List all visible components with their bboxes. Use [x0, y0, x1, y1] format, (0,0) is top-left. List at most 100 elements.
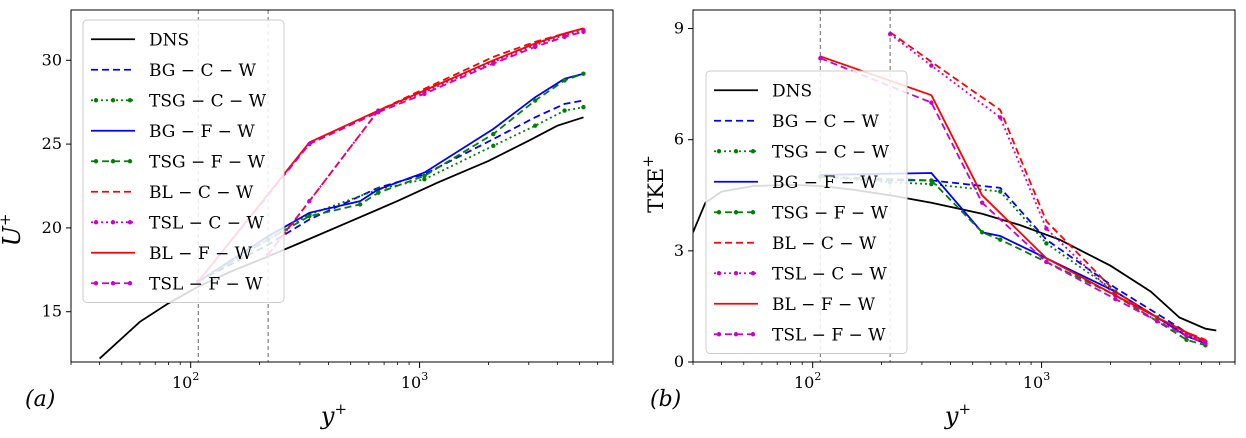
- panel-a-legend-marker-8: [93, 281, 99, 286]
- panel-a-legend-label-8: TSL − F − W: [149, 274, 263, 294]
- panel-b-legend-label-8: TSL − F − W: [772, 325, 886, 345]
- panel-a-series-line-7: [197, 27, 584, 283]
- panel-b-series-point-8: [1154, 319, 1160, 324]
- panel-b-series-point-2: [1044, 241, 1049, 246]
- panel-a-series-point-8: [581, 29, 586, 34]
- panel-a-xtick-label: 102: [172, 370, 199, 392]
- panel-a-legend-marker-4: [93, 159, 99, 164]
- panel-b-xtick-label: 103: [1023, 370, 1050, 392]
- panel-b-legend-marker-8: [716, 332, 722, 337]
- panel-a-legend-marker-8: [110, 281, 116, 286]
- panel-b-legend-marker-2: [750, 149, 756, 154]
- panel-a: 15 20 25 30 102 103 DNS BG − C − W TSG − C − W B…: [0, 9, 614, 430]
- panel-b-series-line-8: [819, 57, 1206, 345]
- panel-a-series-point-4: [422, 173, 427, 179]
- panel-b-legend-label-6: TSL − C − W: [772, 264, 887, 284]
- panel-a-series-point-8: [491, 61, 496, 66]
- panel-a-legend-label-7: BL − F − W: [149, 244, 253, 264]
- panel-a-legend-marker-4: [110, 159, 116, 164]
- panel-a-legend-label-3: BG − F − W: [149, 122, 255, 142]
- panel-a-series-point-2: [532, 123, 538, 128]
- panel-a-legend-marker-8: [127, 281, 133, 286]
- panel-b-series-point-2: [929, 181, 934, 187]
- panel-a-series-line-3: [197, 72, 584, 283]
- panel-a-ticks: 15 20 25 30 102 103: [42, 50, 614, 392]
- panel-a-series-line-6: [267, 29, 584, 256]
- panel-b-legend-marker-2: [733, 149, 739, 154]
- panel-b-series-point-6: [1044, 226, 1049, 231]
- panel-b-series-point-8: [1184, 333, 1189, 339]
- panel-b-series-point-8: [929, 100, 934, 105]
- panel-b-ytick-label: 3: [674, 241, 684, 260]
- panel-a-series-point-2: [581, 105, 586, 110]
- panel-b-legend-marker-6: [750, 271, 756, 276]
- panel-a-ytick-label: 30: [42, 50, 62, 69]
- panel-b-series-point-4: [1184, 337, 1189, 342]
- panel-b-legend-label-3: BG − F − W: [772, 173, 878, 193]
- panel-a-series-point-4: [307, 213, 312, 219]
- panel-a-xlabel: y+: [320, 400, 347, 430]
- panel-b-legend-label-7: BL − F − W: [772, 295, 876, 315]
- panel-b-series-point-6: [998, 115, 1003, 120]
- panel-a-series-line-1: [197, 99, 584, 283]
- panel-b-series-line-5: [889, 31, 1206, 341]
- panel-b-legend-label-4: TSG − F − W: [772, 203, 888, 223]
- panel-b-series-point-6: [929, 63, 934, 68]
- panel-a-series-point-4: [357, 202, 363, 207]
- panel-b-ticks: 0 3 6 9 102 103: [674, 19, 1236, 392]
- panel-b-series-point-8: [1044, 259, 1049, 265]
- panel-b-legend: DNS BG − C − W TSG − C − W BG − F − W TSG − …: [705, 70, 908, 354]
- panel-a-legend-box: [82, 19, 285, 303]
- panel-b-ytick-label: 9: [674, 19, 684, 38]
- panel-a-series-point-4: [562, 78, 567, 83]
- panel-a-label: (a): [25, 387, 55, 412]
- panel-a-series-point-4: [491, 131, 496, 137]
- panel-b-ytick-label: 0: [674, 352, 684, 371]
- panel-b-series-point-8: [818, 55, 823, 61]
- panel-a-legend-marker-6: [93, 220, 99, 225]
- panel-a-series-point-8: [532, 44, 538, 50]
- panel-a-series-line-5: [267, 27, 584, 256]
- panel-a-series-point-2: [491, 143, 496, 148]
- panel-b-legend-marker-6: [733, 271, 739, 276]
- panel-b-series-line-7: [820, 55, 1206, 343]
- panel-b-legend-marker-8: [750, 332, 756, 337]
- panel-a-legend-marker-6: [127, 220, 133, 225]
- panel-a-ytick-label: 20: [42, 218, 62, 237]
- panel-a-legend-label-4: TSG − F − W: [149, 152, 265, 172]
- panel-a-ytick-label: 15: [42, 302, 62, 321]
- panel-a-legend-label-2: TSG − C − W: [149, 91, 267, 111]
- panel-b: 0 3 6 9 102 103 DNS BG − C − W TSG − C − W BG − …: [639, 9, 1236, 430]
- panel-b-xlabel: y+: [944, 400, 971, 430]
- panel-b-series-point-8: [1203, 341, 1208, 346]
- panel-a-series-point-2: [422, 177, 427, 182]
- panel-b-legend-marker-4: [716, 210, 722, 215]
- panel-b-series-point-8: [1113, 296, 1118, 302]
- panel-a-ytick-label: 25: [42, 134, 62, 153]
- panel-a-series-point-8: [376, 110, 381, 115]
- panel-b-legend-label-5: BL − C − W: [772, 234, 877, 254]
- panel-a-legend-marker-6: [110, 220, 116, 225]
- panel-a-series-point-4: [581, 71, 586, 76]
- panel-b-series-point-4: [979, 230, 985, 235]
- panel-a-legend-label-6: TSL − C − W: [149, 213, 264, 233]
- panel-b-legend-label-2: TSG − C − W: [772, 142, 890, 162]
- panel-b-ylabel: TKE+: [639, 155, 668, 213]
- panel-a-series-point-8: [562, 34, 567, 40]
- panel-b-legend-marker-6: [716, 271, 722, 276]
- panel-b-series-point-4: [929, 178, 934, 183]
- panel-a-series-point-8: [422, 91, 427, 97]
- panel-b-legend-marker-4: [750, 210, 756, 215]
- panel-b-series-point-8: [979, 200, 985, 205]
- panel-a-series-point-8: [307, 141, 312, 147]
- panel-a-series-point-2: [562, 108, 567, 113]
- panel-a-legend-marker-2: [93, 98, 99, 103]
- panel-a-ylabel: U+: [0, 214, 26, 247]
- panel-b-legend-label-1: BG − C − W: [772, 112, 879, 132]
- panel-a-legend-label-0: DNS: [149, 30, 189, 50]
- panel-a-legend: DNS BG − C − W TSG − C − W BG − F − W TSG − …: [82, 19, 285, 303]
- panel-a-frame: [70, 9, 614, 363]
- panel-b-legend-marker-2: [716, 149, 722, 154]
- panel-b-series-point-2: [998, 189, 1003, 194]
